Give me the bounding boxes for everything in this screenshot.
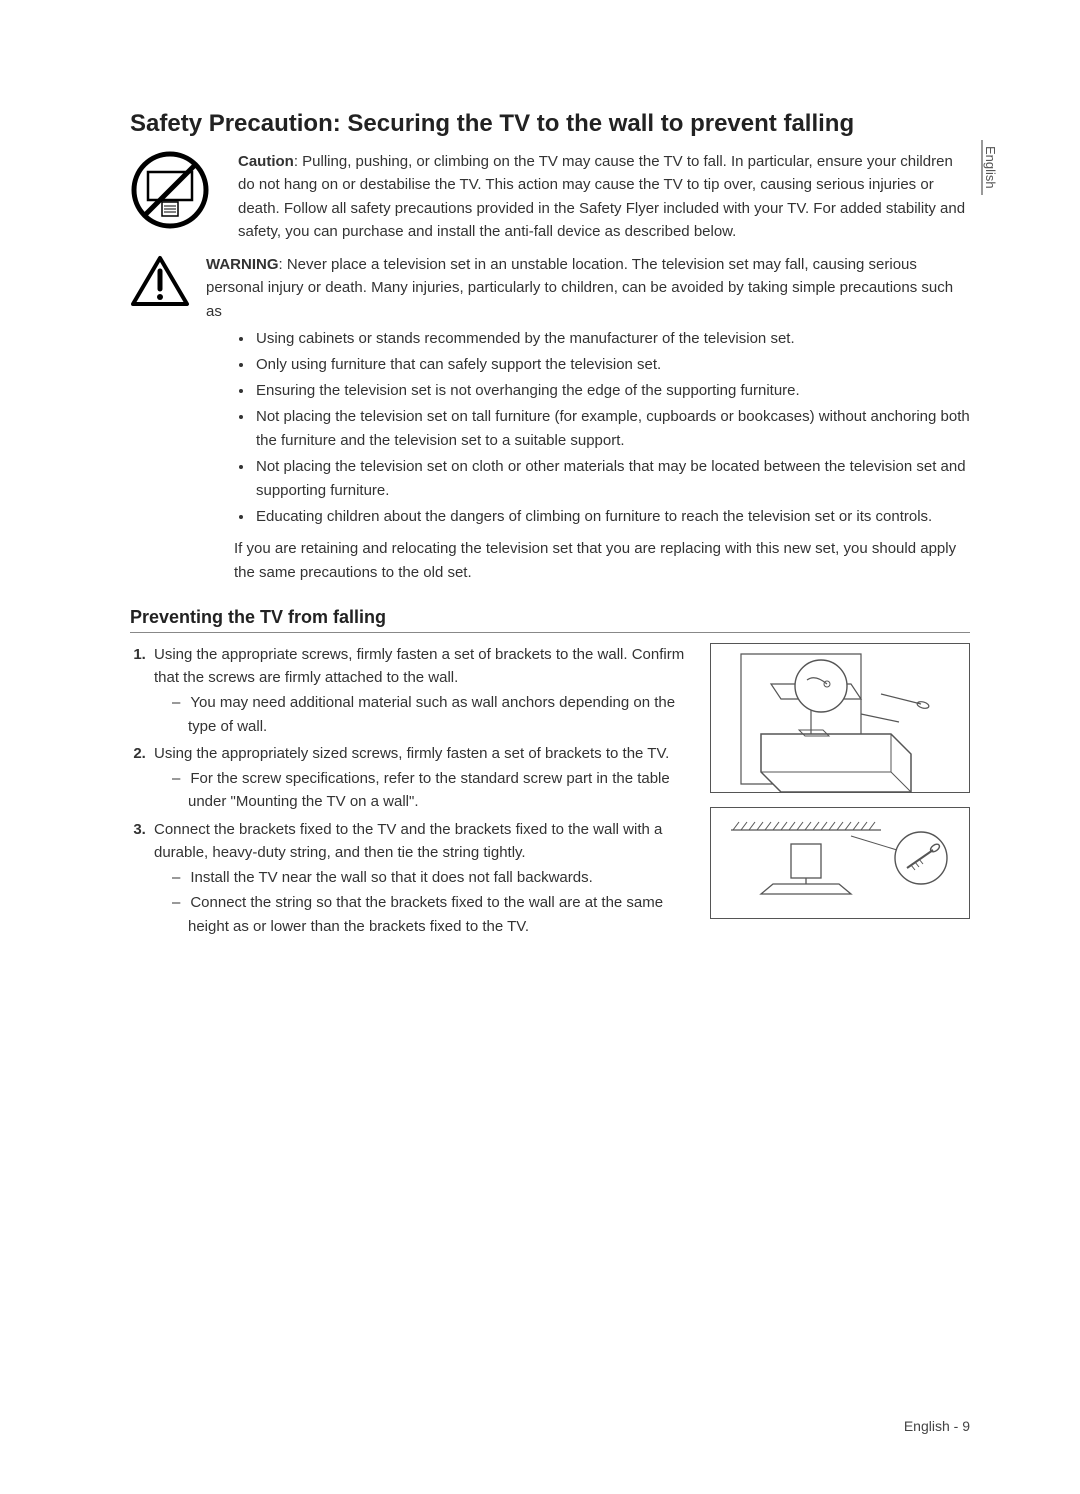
step-dash-item: Connect the string so that the brackets … <box>172 891 698 938</box>
warning-paragraph: WARNING: Never place a television set in… <box>206 253 970 323</box>
bullet-item: Using cabinets or stands recommended by … <box>254 327 970 351</box>
bullet-item: Not placing the television set on tall f… <box>254 405 970 453</box>
caution-label: Caution <box>238 153 294 170</box>
step-item: Using the appropriately sized screws, fi… <box>150 742 698 814</box>
precaution-bullet-list: Using cabinets or stands recommended by … <box>254 327 970 529</box>
figure-tv-bracket <box>710 807 970 919</box>
retain-paragraph: If you are retaining and relocating the … <box>234 537 970 585</box>
caution-body: : Pulling, pushing, or climbing on the T… <box>238 153 965 240</box>
bullet-item: Not placing the television set on cloth … <box>254 455 970 503</box>
step-text: Using the appropriate screws, firmly fas… <box>154 646 684 686</box>
step-text: Using the appropriately sized screws, fi… <box>154 745 669 762</box>
step-dash-item: For the screw specifications, refer to t… <box>172 767 698 814</box>
bullet-item: Only using furniture that can safely sup… <box>254 353 970 377</box>
step-item: Connect the brackets fixed to the TV and… <box>150 818 698 938</box>
subsection-heading: Preventing the TV from falling <box>130 607 970 633</box>
figure-wall-bracket <box>710 643 970 793</box>
section-heading: Safety Precaution: Securing the TV to th… <box>130 110 970 138</box>
warning-body: : Never place a television set in an uns… <box>206 256 953 320</box>
step-dash-item: Install the TV near the wall so that it … <box>172 866 698 889</box>
caution-paragraph: Caution: Pulling, pushing, or climbing o… <box>238 150 970 243</box>
step-item: Using the appropriate screws, firmly fas… <box>150 643 698 738</box>
step-dash-item: You may need additional material such as… <box>172 691 698 738</box>
warning-triangle-icon <box>130 255 190 307</box>
bullet-item: Ensuring the television set is not overh… <box>254 379 970 403</box>
warning-label: WARNING <box>206 256 279 273</box>
language-tab: English <box>981 140 1002 195</box>
no-climb-tv-icon <box>130 150 222 230</box>
step-text: Connect the brackets fixed to the TV and… <box>154 821 662 861</box>
bullet-item: Educating children about the dangers of … <box>254 505 970 529</box>
page-number: English - 9 <box>904 1418 970 1434</box>
steps-list: Using the appropriate screws, firmly fas… <box>150 643 698 938</box>
